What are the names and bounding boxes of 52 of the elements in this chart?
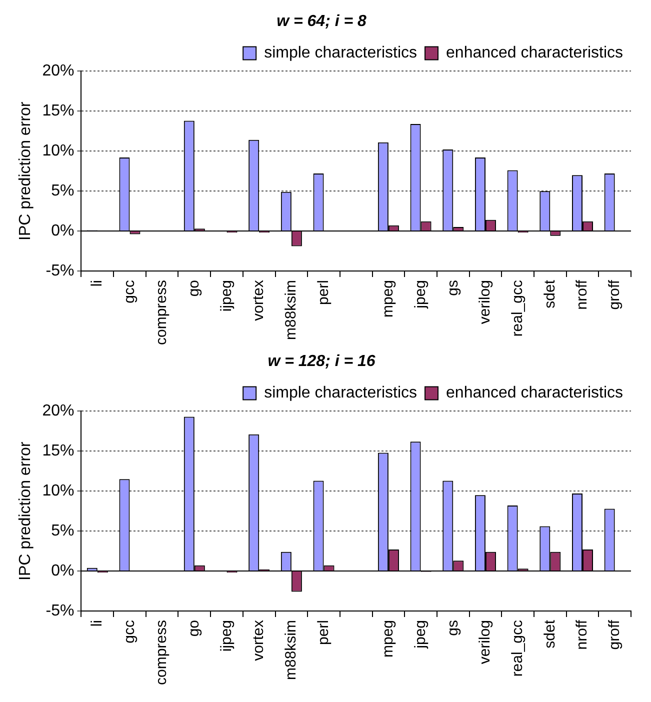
x-tick-label: go (186, 280, 203, 297)
x-tick-label: verilog (476, 280, 494, 324)
x-tick-label: real_gcc (508, 619, 526, 677)
x-tick-label: nroff (574, 619, 591, 650)
x-tick-label: ijpeg (218, 620, 235, 652)
x-tick-label: real_gcc (508, 279, 526, 337)
x-tick-label: gs (444, 280, 462, 296)
legend-label: simple characteristics (264, 44, 418, 62)
y-tick-label: 0% (51, 222, 74, 240)
chart-title: w = 64; i = 8 (276, 13, 367, 30)
y-tick-label: -5% (46, 602, 74, 620)
x-tick-label: groff (606, 279, 623, 310)
x-tick-label: verilog (476, 620, 494, 664)
x-tick-label: gs (444, 620, 462, 636)
x-tick-label: mpeg (380, 280, 397, 318)
x-tick-label: groff (606, 619, 623, 650)
y-tick-label: 5% (51, 522, 74, 540)
x-tick-label: mpeg (380, 620, 397, 658)
x-tick-label: jpeg (412, 280, 429, 310)
x-tick-label: m88ksim (282, 620, 300, 680)
chart-title: w = 128; i = 16 (268, 353, 376, 370)
x-tick-label: perl (314, 280, 332, 305)
legend-label: enhanced characteristics (446, 44, 623, 62)
x-tick-label: vortex (250, 619, 268, 661)
x-tick-label: gcc (120, 279, 138, 304)
y-tick-label: 15% (42, 102, 74, 120)
legend-label: enhanced characteristics (446, 384, 623, 402)
x-tick-label: ijpeg (218, 280, 235, 312)
x-tick-label: sdet (541, 279, 558, 308)
legend-label: simple characteristics (264, 384, 418, 402)
x-tick-label: m88ksim (282, 280, 300, 340)
x-tick-label: nroff (574, 279, 591, 310)
y-tick-label: 20% (42, 402, 74, 420)
y-tick-label: -5% (46, 262, 74, 280)
y-axis-title: IPC prediction error (17, 101, 34, 240)
y-axis-title: IPC prediction error (17, 441, 34, 580)
x-tick-label: gcc (120, 619, 138, 644)
y-tick-label: 0% (51, 562, 74, 580)
x-tick-label: compress (153, 620, 170, 686)
x-tick-label: perl (314, 620, 332, 645)
y-tick-label: 15% (42, 442, 74, 460)
x-tick-label: li (88, 620, 106, 627)
y-tick-label: 20% (42, 62, 74, 80)
x-tick-label: vortex (250, 279, 268, 321)
x-tick-label: sdet (541, 619, 558, 648)
y-tick-label: 5% (51, 182, 74, 200)
y-tick-label: 10% (42, 142, 74, 160)
x-tick-label: li (88, 280, 106, 287)
y-tick-label: 10% (42, 482, 74, 500)
x-tick-label: jpeg (412, 620, 429, 650)
x-tick-label: go (186, 620, 203, 637)
x-tick-label: compress (153, 280, 170, 346)
